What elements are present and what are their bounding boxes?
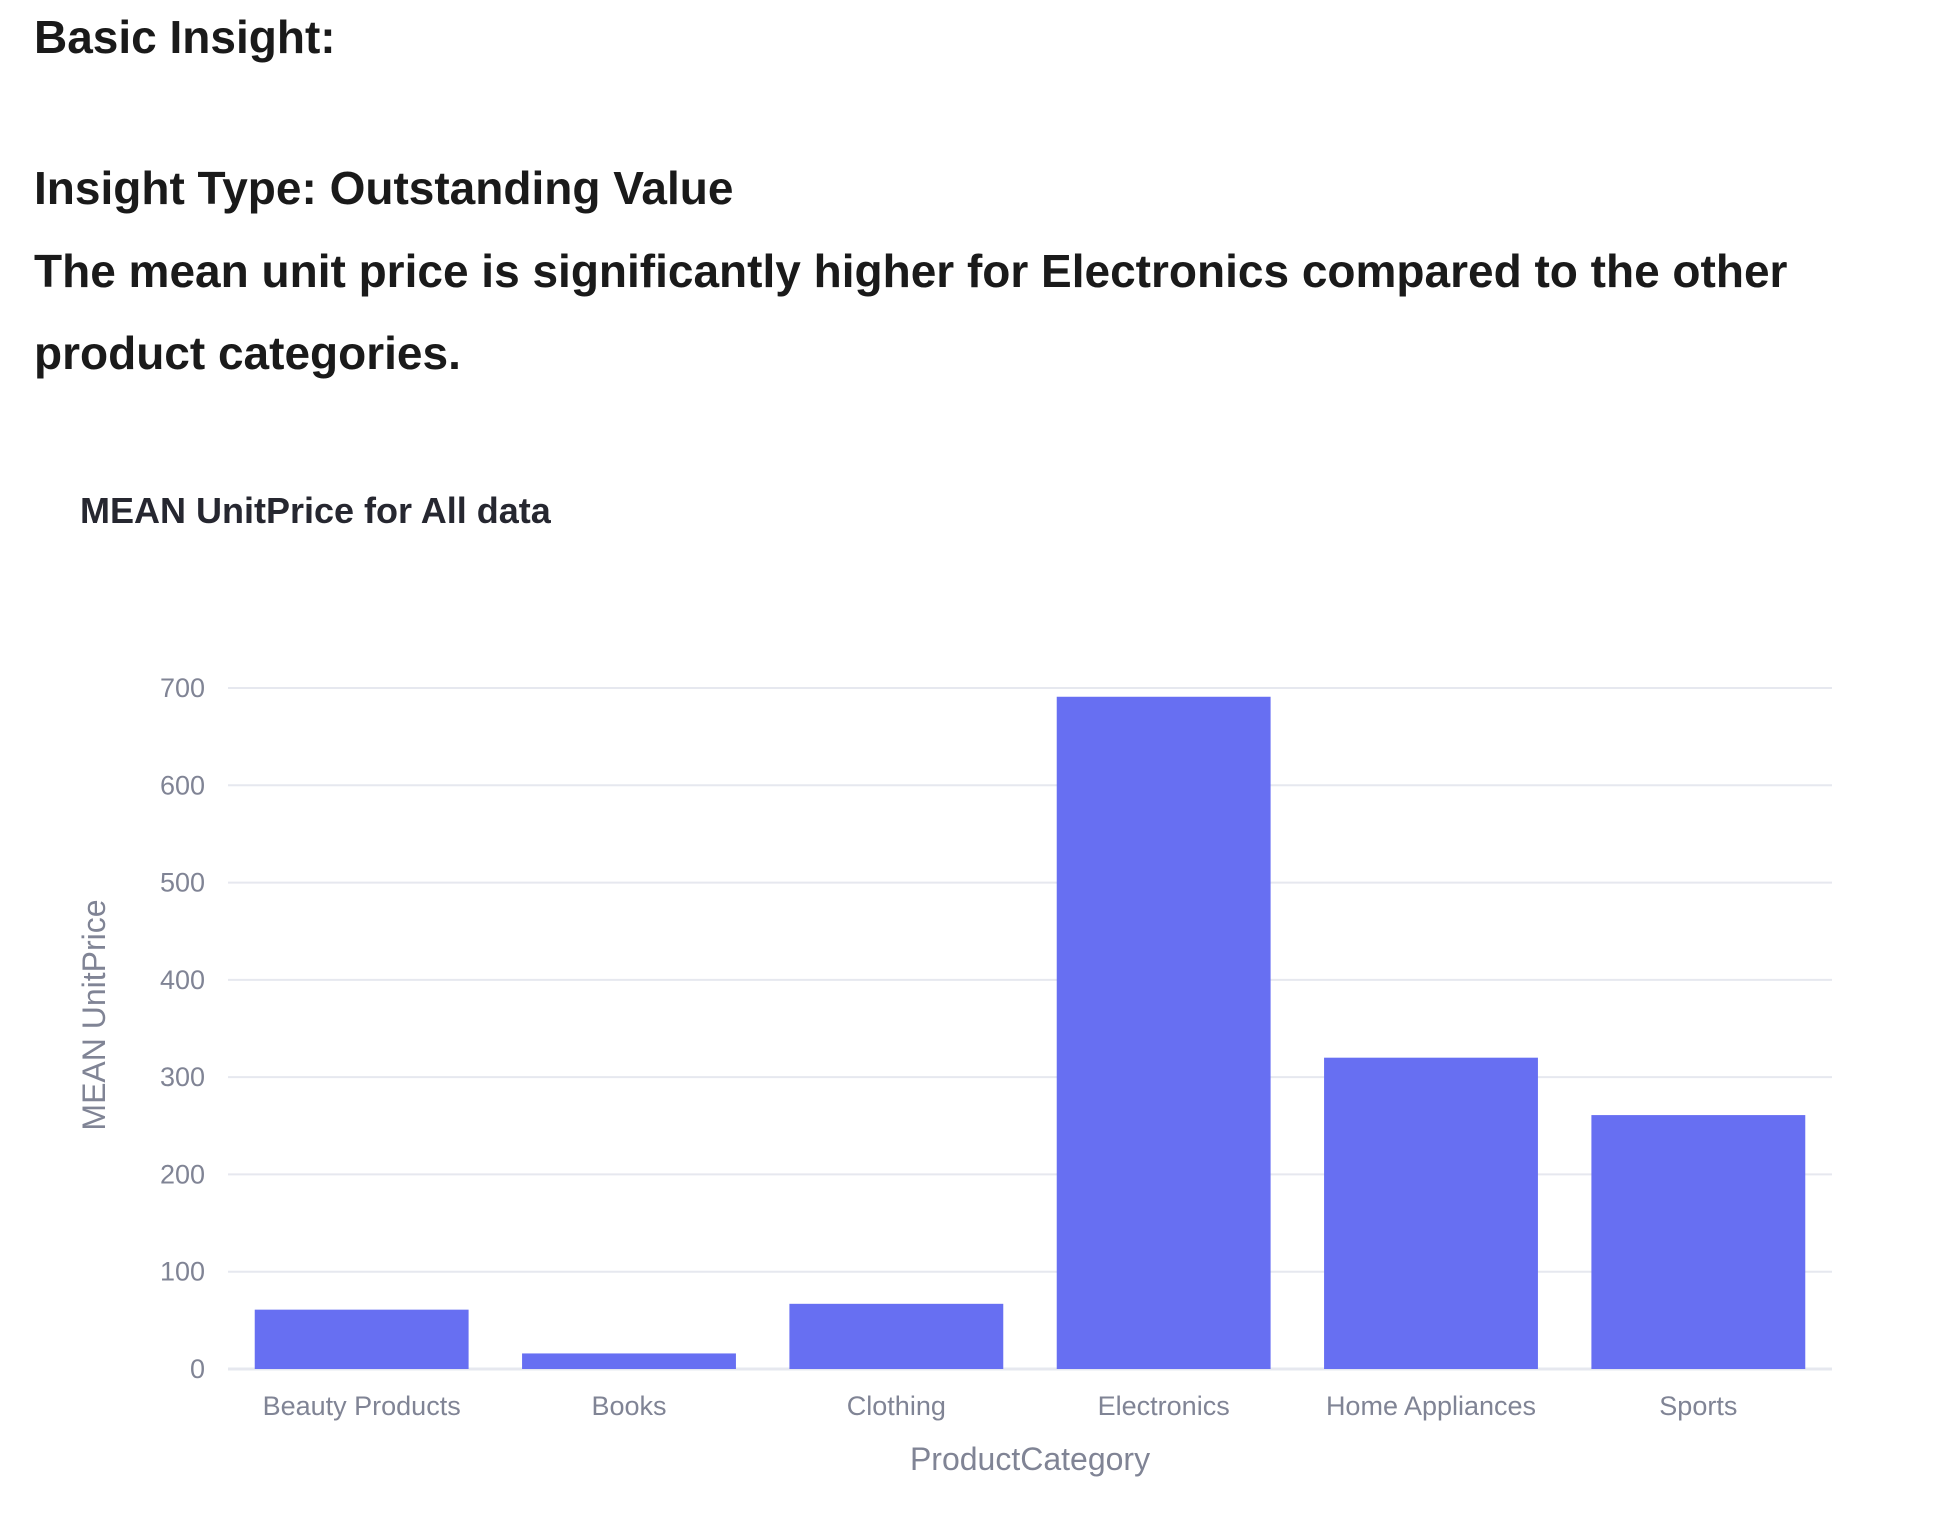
y-tick-label: 500 [160,868,205,898]
bar-clothing[interactable] [789,1303,1004,1369]
grid-lines [228,687,1832,1371]
insight-heading: Basic Insight: [34,11,336,63]
bars [254,696,1806,1369]
y-tick-label: 600 [160,770,205,800]
y-tick-label: 100 [160,1257,205,1287]
x-tick-label: Clothing [847,1391,946,1421]
bar-chart: 0 100 200 300 400 500 600 700 Beauty Products Bo… [76,673,1832,1477]
x-axis-title: ProductCategory [910,1441,1150,1477]
bar-beauty-products[interactable] [254,1309,469,1369]
y-tick-label: 200 [160,1159,205,1189]
y-axis-title: MEAN UnitPrice [76,899,112,1130]
y-tick-label: 400 [160,965,205,995]
chart-container: MEAN UnitPrice for All data 0 100 200 300 40… [0,470,1940,1514]
insight-type: Insight Type: Outstanding Value [34,162,734,214]
y-axis-ticks: 0 100 200 300 400 500 600 700 [160,673,205,1384]
x-tick-label: Sports [1659,1391,1737,1421]
x-tick-label: Books [591,1391,666,1421]
chart-title: MEAN UnitPrice for All data [80,490,551,531]
x-tick-label: Electronics [1098,1391,1230,1421]
x-tick-label: Home Appliances [1326,1391,1536,1421]
y-tick-label: 0 [190,1354,205,1384]
insight-panel: Basic Insight: Insight Type: Outstanding… [34,0,1894,394]
x-tick-label: Beauty Products [263,1391,461,1421]
bar-electronics[interactable] [1056,696,1271,1369]
bar-home-appliances[interactable] [1324,1057,1538,1369]
y-tick-label: 700 [160,673,205,703]
y-tick-label: 300 [160,1062,205,1092]
bar-sports[interactable] [1591,1115,1806,1369]
bar-books[interactable] [522,1353,736,1369]
insight-description: The mean unit price is significantly hig… [34,245,1788,379]
x-axis-ticks: Beauty Products Books Clothing Electronics H… [263,1391,1738,1421]
